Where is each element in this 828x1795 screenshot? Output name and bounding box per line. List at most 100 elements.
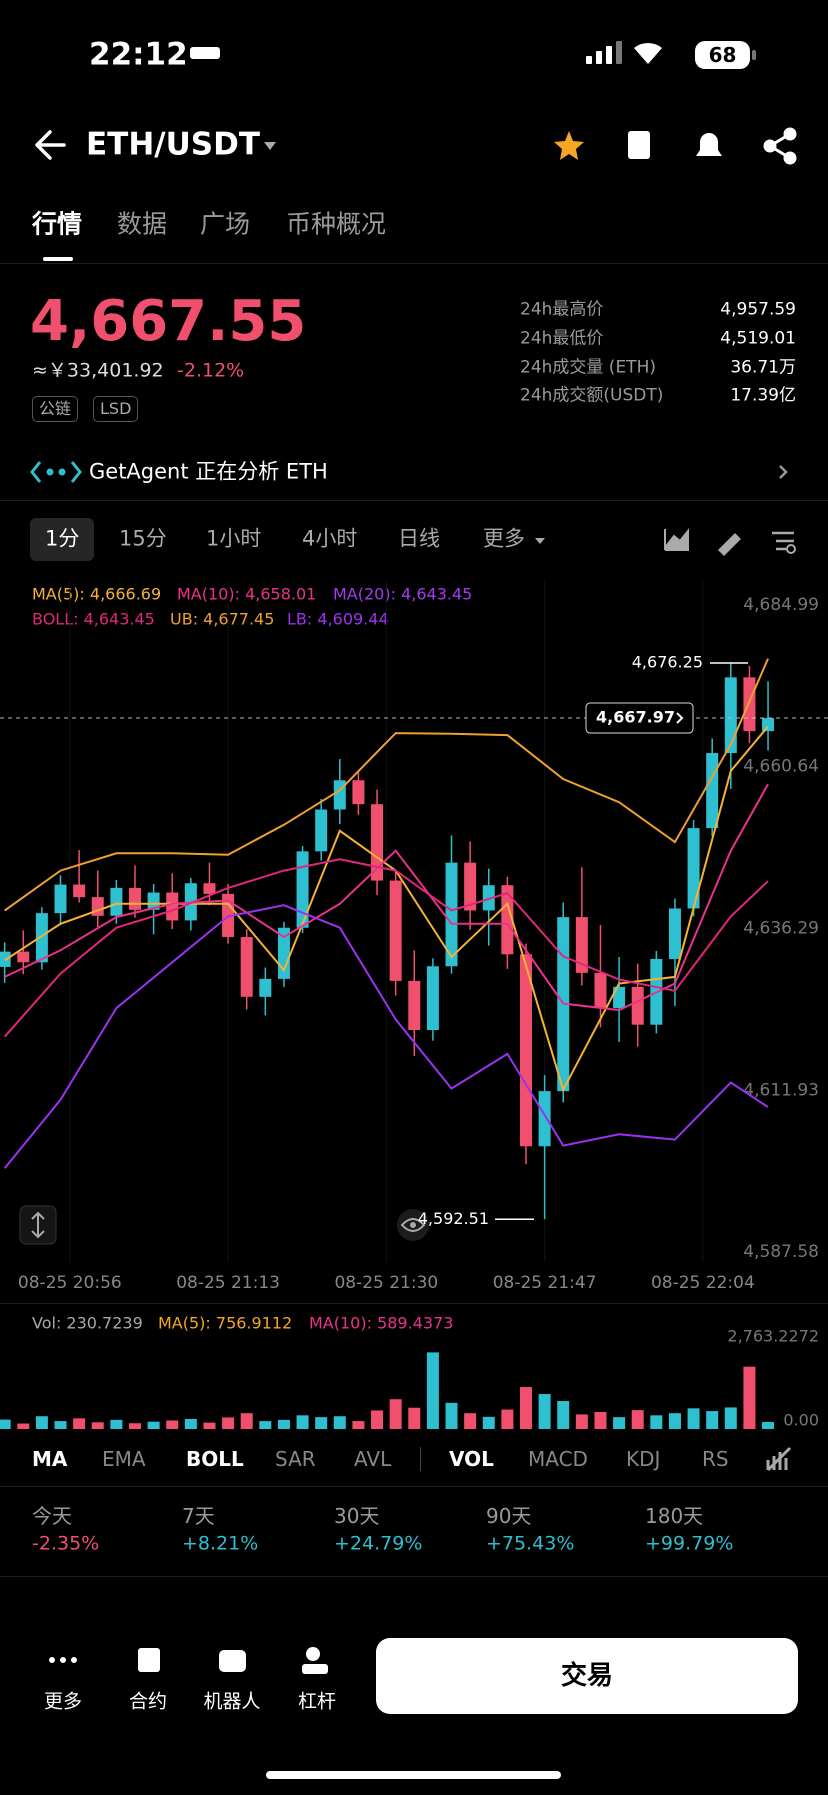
candle-body xyxy=(631,986,644,1025)
pair-title[interactable]: ETH/USDT xyxy=(86,126,260,163)
candle-body xyxy=(482,885,495,911)
volume-bar xyxy=(706,1411,719,1429)
status-icons xyxy=(190,41,756,69)
tab[interactable]: 币种概况 xyxy=(286,209,387,239)
candle-body xyxy=(73,884,86,898)
x-tick-label: 08-25 22:04 xyxy=(651,1273,755,1293)
indicator-tab[interactable]: BOLL xyxy=(186,1447,244,1471)
indicator-legend: MA(5): 4,666.69 xyxy=(32,585,161,604)
share-icon[interactable] xyxy=(763,127,797,165)
volume-tick-label: 2,763.2272 xyxy=(727,1327,819,1346)
tab[interactable]: 数据 xyxy=(117,209,168,239)
banner-chevron[interactable] xyxy=(779,465,788,479)
candle-body xyxy=(687,828,700,909)
volume-bar xyxy=(333,1416,346,1429)
trade-button-bg[interactable] xyxy=(376,1638,798,1714)
nav-label[interactable]: 更多 xyxy=(43,1690,82,1713)
more-dot xyxy=(71,1657,77,1663)
nav-label[interactable]: 合约 xyxy=(128,1690,167,1713)
price-change: -2.12% xyxy=(177,359,245,382)
candle-body xyxy=(240,937,253,997)
nav-label[interactable]: 机器人 xyxy=(203,1690,261,1713)
tab[interactable]: 行情 xyxy=(32,209,83,239)
agent-banner[interactable]: GetAgent 正在分析 ETH xyxy=(89,459,328,484)
indicator-tab[interactable]: RS xyxy=(702,1447,729,1471)
more-dot xyxy=(60,1657,66,1663)
indicator-tab[interactable]: MA xyxy=(32,1447,68,1471)
candle-body xyxy=(501,885,514,955)
timeframe[interactable]: 日线 xyxy=(398,526,440,551)
timeframe[interactable]: 更多 xyxy=(483,526,525,551)
trade-button[interactable]: 交易 xyxy=(560,1661,613,1691)
share-lines xyxy=(767,132,791,160)
battery-tip xyxy=(752,50,756,60)
last-price-label: 4,667.97 xyxy=(596,708,675,727)
candle-body xyxy=(724,677,737,754)
agent-dot xyxy=(58,468,66,476)
draw-tool-icon[interactable] xyxy=(718,533,741,556)
volume-bar xyxy=(762,1421,775,1429)
indicator-tab[interactable]: KDJ xyxy=(626,1447,661,1471)
last-price-box xyxy=(585,702,694,734)
volume-bar xyxy=(277,1419,290,1429)
volume-tick-label: 0.00 xyxy=(783,1411,819,1430)
volume-bar xyxy=(557,1401,570,1429)
timeframe[interactable]: 4小时 xyxy=(302,526,358,551)
back-arrow[interactable] xyxy=(35,130,66,160)
period-label: 今天 xyxy=(32,1504,72,1528)
pair-dropdown[interactable] xyxy=(264,142,276,150)
nav-label[interactable]: 杠杆 xyxy=(297,1690,336,1713)
candle-body xyxy=(389,880,402,981)
tag[interactable]: LSD xyxy=(93,396,139,422)
tab[interactable]: 广场 xyxy=(200,209,251,239)
indicator-tab[interactable]: VOL xyxy=(449,1447,494,1471)
candle-body xyxy=(147,892,160,910)
y-tick-label: 4,660.64 xyxy=(743,757,819,777)
timeframe[interactable]: 15分 xyxy=(119,526,167,551)
candle-body xyxy=(17,951,30,963)
volume-bar xyxy=(594,1411,607,1429)
candle-body xyxy=(315,809,328,852)
home-indicator xyxy=(266,1771,561,1779)
favorite-star[interactable] xyxy=(554,131,584,160)
indicator-tab[interactable]: SAR xyxy=(275,1447,316,1471)
x-tick-label: 08-25 21:47 xyxy=(493,1273,597,1293)
stat-label: 24h成交量 (ETH) xyxy=(520,357,656,378)
volume-bar xyxy=(17,1423,30,1429)
tag[interactable]: 公链 xyxy=(32,396,79,422)
indicator-legend: LB: 4,609.44 xyxy=(287,610,389,629)
volume-bar xyxy=(408,1407,421,1429)
settings-icon[interactable] xyxy=(772,531,794,551)
candle-body xyxy=(371,804,384,881)
volume-bar xyxy=(352,1421,365,1429)
candle-body xyxy=(762,718,775,732)
candle-body xyxy=(706,753,719,829)
notes-icon[interactable] xyxy=(628,131,650,159)
volume-legend: Vol: 230.7239 xyxy=(32,1314,143,1333)
indicator-line xyxy=(4,783,769,1012)
alert-icon[interactable] xyxy=(696,133,722,156)
timeframe[interactable]: 1分 xyxy=(45,526,80,551)
indicator-separator xyxy=(420,1447,421,1471)
volume-bar xyxy=(296,1415,309,1429)
volume-bar xyxy=(184,1418,197,1429)
last-price: 4,667.55 xyxy=(30,289,307,354)
candle-body xyxy=(259,978,272,997)
bed-icon xyxy=(190,47,220,59)
volume-legend: MA(5): 756.9112 xyxy=(158,1314,292,1333)
timeframe[interactable]: 1小时 xyxy=(206,526,262,551)
indicator-legend: UB: 4,677.45 xyxy=(170,610,274,629)
y-tick-label: 4,611.93 xyxy=(743,1080,819,1100)
chart-type-icon[interactable] xyxy=(664,528,689,551)
indicator-tab[interactable]: MACD xyxy=(528,1447,588,1471)
y-tick-label: 4,587.58 xyxy=(743,1242,819,1262)
indicator-tab[interactable]: AVL xyxy=(354,1447,392,1471)
stat-value: 4,957.59 xyxy=(720,299,796,320)
indicator-settings-icon[interactable] xyxy=(766,1446,792,1472)
volume-bar xyxy=(315,1417,328,1429)
indicator-tab[interactable]: EMA xyxy=(102,1447,146,1471)
eye-icon xyxy=(400,1218,426,1232)
volume-bar xyxy=(631,1410,644,1429)
candle-body xyxy=(519,954,532,1147)
